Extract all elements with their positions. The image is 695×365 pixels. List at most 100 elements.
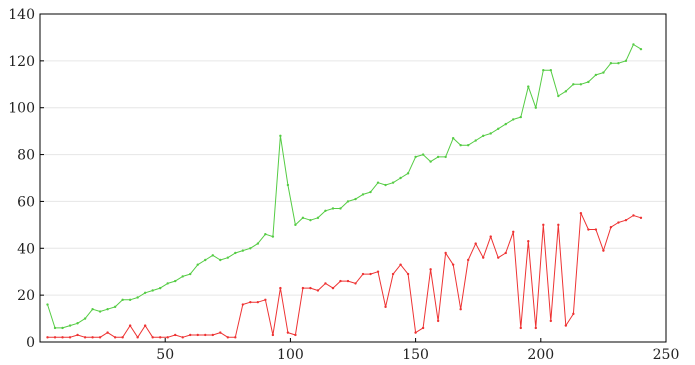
series-1-point-72 bbox=[587, 228, 590, 231]
series-0-point-41 bbox=[354, 197, 357, 201]
series-0-point-66 bbox=[542, 69, 545, 72]
series-1-point-29 bbox=[264, 298, 267, 302]
y-tick-label-4: 80 bbox=[17, 148, 35, 164]
series-0-point-17 bbox=[174, 279, 177, 283]
series-0-point-48 bbox=[406, 172, 410, 175]
series-0-point-49 bbox=[414, 155, 417, 159]
y-tick-label-2: 40 bbox=[17, 241, 35, 257]
series-0-point-39 bbox=[339, 207, 342, 210]
series-0-point-37 bbox=[324, 209, 327, 212]
series-0-point-23 bbox=[219, 258, 222, 262]
series-1-point-0 bbox=[46, 336, 49, 339]
series-1-point-34 bbox=[301, 286, 305, 290]
series-1-point-8 bbox=[106, 331, 109, 334]
series-0-point-47 bbox=[399, 176, 402, 180]
series-0-point-4 bbox=[76, 322, 79, 325]
series-0-point-67 bbox=[549, 69, 553, 72]
series-0-point-51 bbox=[429, 160, 432, 163]
series-0-point-3 bbox=[68, 324, 72, 327]
series-0-point-36 bbox=[316, 216, 320, 220]
series-0-point-12 bbox=[136, 296, 139, 299]
series-1-point-41 bbox=[354, 282, 357, 285]
axis-layer bbox=[39, 13, 667, 343]
tick-label-layer: 0 20 40 60 80 100 120 140 50 100 150 200 250 bbox=[8, 7, 679, 363]
series-1-point-13 bbox=[143, 324, 147, 327]
series-0-point-35 bbox=[309, 218, 312, 222]
series-1-point-20 bbox=[196, 333, 199, 337]
series-0-point-65 bbox=[534, 106, 537, 109]
x-tick-label-3: 200 bbox=[527, 347, 554, 363]
x-tick-label-0: 50 bbox=[156, 347, 174, 363]
series-1-point-54 bbox=[451, 263, 455, 266]
series-1-point-27 bbox=[249, 300, 252, 304]
series-1-point-35 bbox=[309, 286, 312, 290]
series-0-point-22 bbox=[211, 254, 214, 257]
series-0-point-8 bbox=[106, 308, 109, 311]
series-1-point-21 bbox=[204, 333, 207, 337]
series-line-0 bbox=[47, 44, 642, 329]
series-1-point-17 bbox=[174, 333, 177, 337]
series-0-point-74 bbox=[602, 71, 605, 74]
series-1-point-2 bbox=[61, 336, 64, 339]
series-1-point-76 bbox=[617, 221, 620, 224]
x-tick-label-4: 250 bbox=[653, 347, 680, 363]
series-1-point-44 bbox=[376, 270, 380, 273]
series-1-point-46 bbox=[391, 272, 395, 276]
series-1-point-58 bbox=[482, 256, 485, 259]
series-1-point-75 bbox=[609, 226, 613, 229]
series-1-point-71 bbox=[579, 211, 583, 215]
series-1-point-51 bbox=[429, 268, 432, 271]
series-0-point-46 bbox=[391, 181, 395, 184]
series-1-point-12 bbox=[136, 336, 139, 339]
series-0-point-31 bbox=[279, 134, 282, 138]
series-0-point-27 bbox=[249, 247, 252, 250]
series-1-point-37 bbox=[324, 282, 327, 285]
series-0-point-26 bbox=[241, 249, 245, 252]
series-0-point-64 bbox=[527, 85, 530, 88]
series-1-point-73 bbox=[594, 228, 598, 231]
series-0-point-33 bbox=[294, 223, 297, 227]
series-1-point-65 bbox=[534, 326, 537, 330]
series-0-point-28 bbox=[256, 242, 260, 245]
series-0-point-76 bbox=[617, 62, 620, 65]
series-0-point-13 bbox=[143, 291, 147, 294]
grid-layer bbox=[40, 60, 666, 296]
series-0-point-62 bbox=[512, 118, 515, 121]
series-1-point-14 bbox=[151, 336, 154, 339]
series-0-point-32 bbox=[286, 183, 290, 187]
series-0-point-69 bbox=[564, 90, 568, 93]
series-0-point-77 bbox=[624, 59, 628, 63]
series-0-point-16 bbox=[166, 282, 169, 285]
series-1-point-23 bbox=[219, 331, 222, 334]
series-1-point-1 bbox=[53, 336, 57, 339]
series-0-point-5 bbox=[83, 317, 87, 320]
series-0-point-59 bbox=[489, 132, 492, 135]
series-1-point-3 bbox=[68, 336, 72, 339]
series-0-point-71 bbox=[579, 83, 583, 86]
series-1-point-77 bbox=[624, 218, 628, 222]
series-0-point-63 bbox=[519, 115, 522, 119]
series-0-point-14 bbox=[151, 289, 154, 292]
series-0-point-43 bbox=[369, 190, 372, 194]
series-1-point-40 bbox=[346, 279, 350, 283]
series-1-point-59 bbox=[489, 235, 492, 238]
series-1-point-16 bbox=[166, 336, 169, 339]
series-1-point-42 bbox=[361, 272, 365, 276]
series-0-point-60 bbox=[497, 127, 500, 130]
series-1-point-78 bbox=[632, 214, 635, 217]
series-0-point-55 bbox=[459, 144, 462, 147]
series-0-point-75 bbox=[609, 62, 613, 65]
series-0-point-19 bbox=[189, 272, 192, 276]
series-0-point-40 bbox=[346, 200, 350, 203]
series-1-point-9 bbox=[113, 336, 117, 339]
series-0-point-73 bbox=[594, 73, 598, 77]
series-0-point-53 bbox=[444, 155, 447, 159]
series-0-point-25 bbox=[234, 251, 237, 255]
series-0-point-29 bbox=[264, 233, 267, 236]
series-0-point-61 bbox=[504, 122, 507, 126]
series-0-point-58 bbox=[482, 134, 485, 138]
series-0-point-10 bbox=[121, 298, 124, 302]
series-0-point-56 bbox=[466, 144, 470, 147]
